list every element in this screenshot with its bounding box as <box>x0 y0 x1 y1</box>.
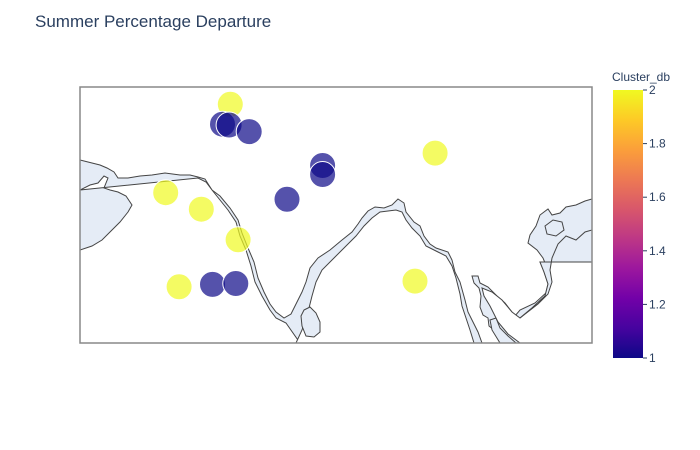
chart-title: Summer Percentage Departure <box>35 12 272 31</box>
data-marker[interactable] <box>401 267 429 295</box>
data-marker[interactable] <box>165 273 193 301</box>
land-malay <box>489 317 517 343</box>
data-marker[interactable] <box>224 226 252 254</box>
colorbar-title: Cluster_db <box>612 70 670 84</box>
map-frame <box>79 86 593 344</box>
colorbar-tick-label: 1 <box>649 351 656 365</box>
colorbar-tick-label: 2 <box>649 83 656 97</box>
colorbar-tick-label: 1.4 <box>649 244 666 258</box>
colorbar <box>613 90 643 358</box>
data-marker[interactable] <box>309 161 337 188</box>
colorbar-tick-label: 1.2 <box>649 297 666 311</box>
data-marker[interactable] <box>222 270 250 297</box>
data-marker[interactable] <box>273 185 301 213</box>
data-marker[interactable] <box>152 179 180 207</box>
data-marker[interactable] <box>187 195 215 223</box>
arabian-sea <box>80 175 301 343</box>
colorbar-ticks: 1 1.2 1.4 1.6 1.8 2 <box>643 83 666 365</box>
land-island <box>544 219 565 237</box>
markers-layer[interactable] <box>152 90 449 301</box>
data-marker[interactable] <box>199 270 226 298</box>
data-marker[interactable] <box>235 118 263 146</box>
bay-of-bengal <box>295 209 475 343</box>
colorbar-tick-label: 1.6 <box>649 190 666 204</box>
land-sri-lanka <box>300 306 321 338</box>
data-marker[interactable] <box>421 139 449 167</box>
colorbar-tick-label: 1.8 <box>649 137 666 151</box>
land-indochina <box>519 229 592 319</box>
